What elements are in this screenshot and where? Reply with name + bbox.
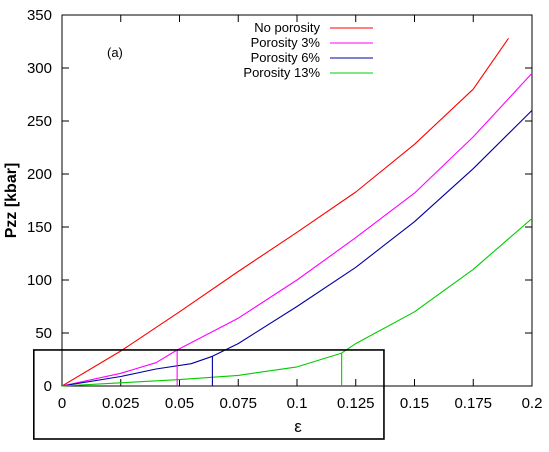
x-tick-label: 0.05 [165,395,194,412]
series-line-1 [61,72,533,387]
legend-label-0: No porosity [254,20,320,35]
series-line-3 [61,218,533,387]
y-tick-label: 100 [27,272,52,289]
x-tick-label: 0.175 [454,395,492,412]
series-line-0 [61,37,509,387]
x-tick-label: 0.1 [287,395,308,412]
series-layer [61,37,533,387]
series-line-2 [61,110,533,387]
legend-label-3: Porosity 13% [243,65,320,80]
y-tick-label: 200 [27,166,52,183]
x-tick-label: 0 [58,395,66,412]
highlight-box [32,349,385,440]
y-tick-label: 50 [35,325,52,342]
y-tick-label: 350 [27,7,52,24]
x-tick-label: 0.075 [219,395,257,412]
y-tick-label: 0 [44,378,52,395]
y-axis-label: Pzz [kbar] [3,163,20,239]
x-axis-label: ε [294,417,302,436]
x-tick-label: 0.2 [522,395,543,412]
y-tick-label: 250 [27,113,52,130]
y-tick-label: 150 [27,219,52,236]
x-tick-label: 0.025 [102,395,140,412]
x-tick-label: 0.15 [400,395,429,412]
panel-label: (a) [107,45,123,60]
tick-layer: 0 0.025 0.05 0.075 0.1 0.125 0.15 0.175 0.2 0 50 10… [27,7,542,412]
y-tick-label: 300 [27,60,52,77]
x-tick-label: 0.125 [337,395,375,412]
legend-label-1: Porosity 3% [251,35,321,50]
legend-label-2: Porosity 6% [251,50,321,65]
marker-layer [176,349,343,386]
